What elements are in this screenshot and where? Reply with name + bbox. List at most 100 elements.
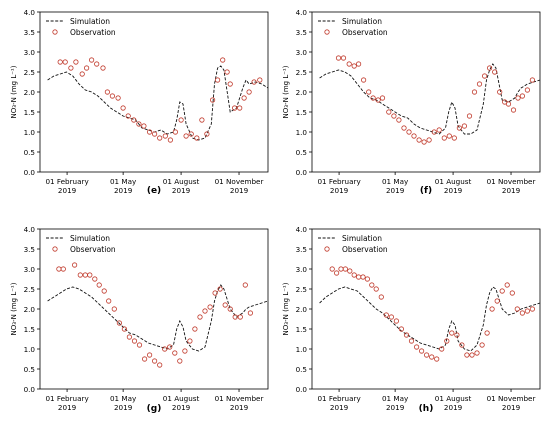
observation-point (167, 344, 173, 350)
observation-point (383, 312, 389, 318)
observation-point (187, 338, 193, 344)
observation-point (79, 71, 85, 77)
observation-point (167, 137, 173, 143)
y-tick-label: 2.5 (296, 285, 307, 294)
y-tick-label: 1.0 (24, 345, 36, 354)
y-tick-label: 3.5 (24, 28, 35, 37)
observation-point (379, 95, 386, 101)
observation-point (416, 137, 422, 143)
observation-point (162, 346, 168, 352)
observation-point (342, 266, 348, 272)
observation-point (257, 77, 263, 83)
observation-point (471, 89, 478, 95)
observation-point (464, 352, 470, 358)
observation-point (157, 362, 163, 368)
legend-observation-label: Observation (342, 245, 388, 254)
y-tick-label: 0.0 (24, 385, 36, 394)
observation-point (451, 135, 457, 141)
observation-point (335, 55, 342, 61)
observation-point (106, 298, 112, 304)
x-tick-label: 01 February (45, 177, 89, 186)
x-tick-label-year: 2019 (386, 186, 405, 195)
x-tick-label: 01 November (487, 394, 536, 403)
chart-panel-4: 0.00.51.01.52.02.53.03.54.001 February20… (282, 225, 541, 414)
observation-point (77, 272, 83, 278)
observation-point (388, 314, 394, 320)
observation-point (131, 117, 137, 123)
observation-point (232, 105, 238, 111)
x-tick-label-year: 2019 (114, 186, 133, 195)
observation-point (401, 125, 407, 131)
observation-point (474, 350, 480, 356)
observation-point (403, 332, 410, 338)
observation-point (456, 125, 462, 131)
x-tick-label: 01 May (110, 394, 137, 403)
observation-point (369, 282, 375, 288)
observation-point (439, 346, 445, 352)
y-tick-label: 3.5 (296, 28, 307, 37)
observation-point (333, 270, 340, 276)
observation-point (375, 97, 381, 103)
observation-point (494, 298, 500, 304)
observation-point (152, 131, 158, 137)
observation-point (529, 77, 536, 83)
legend-observation-label: Observation (342, 28, 388, 37)
observation-point (515, 95, 521, 101)
x-tick-label: 01 February (317, 177, 361, 186)
observation-point (162, 133, 168, 139)
observation-point (524, 308, 531, 314)
observation-point (194, 135, 200, 141)
observation-point (199, 117, 205, 123)
observation-point (423, 352, 430, 358)
observation-point (215, 77, 221, 83)
observation-point (197, 314, 203, 320)
observation-point (246, 89, 252, 95)
x-tick-label-year: 2019 (230, 186, 249, 195)
legend-simulation-label: Simulation (342, 234, 382, 243)
observation-point (360, 274, 366, 280)
observation-point (147, 129, 153, 135)
observation-point (364, 276, 370, 282)
legend-observation-swatch (52, 246, 58, 252)
y-tick-label: 1.5 (296, 325, 307, 334)
observation-point (172, 350, 178, 356)
observation-point (89, 57, 95, 63)
observation-point (84, 65, 90, 71)
x-tick-label: 01 August (435, 394, 472, 403)
observation-point (378, 294, 384, 300)
y-axis-label: NO₃-N (mg L⁻¹) (282, 65, 290, 118)
observation-point (104, 89, 111, 95)
x-tick-label: 01 May (110, 177, 137, 186)
observation-point (62, 59, 68, 65)
observation-point (408, 338, 415, 344)
observation-point (329, 266, 335, 272)
y-tick-label: 2.0 (296, 305, 308, 314)
observation-point (251, 79, 257, 85)
y-tick-label: 4.0 (24, 225, 36, 234)
x-tick-label: 01 August (435, 177, 472, 186)
observation-point (92, 276, 98, 282)
observation-point (499, 288, 505, 294)
observation-point (152, 358, 158, 364)
y-tick-label: 4.0 (24, 8, 36, 17)
observation-point (411, 133, 417, 139)
chart-panel-3: 0.00.51.01.52.02.53.03.54.001 February20… (10, 225, 269, 414)
y-tick-label: 3.0 (296, 265, 308, 274)
observation-point (101, 288, 107, 294)
y-axis-label: NO₃-N (mg L⁻¹) (10, 282, 18, 335)
observation-point (418, 348, 425, 354)
observation-point (429, 354, 435, 360)
y-tick-label: 0.0 (296, 385, 308, 394)
observation-point (57, 59, 63, 65)
observation-point (386, 109, 392, 115)
observation-point (183, 133, 189, 139)
observation-point (177, 358, 183, 364)
observation-point (434, 356, 440, 362)
observation-point (436, 127, 442, 133)
observation-point (241, 95, 247, 101)
observation-point (484, 330, 490, 336)
observation-point (242, 282, 248, 288)
observation-point (504, 282, 510, 288)
observation-point (192, 326, 198, 332)
observation-point (207, 304, 213, 310)
